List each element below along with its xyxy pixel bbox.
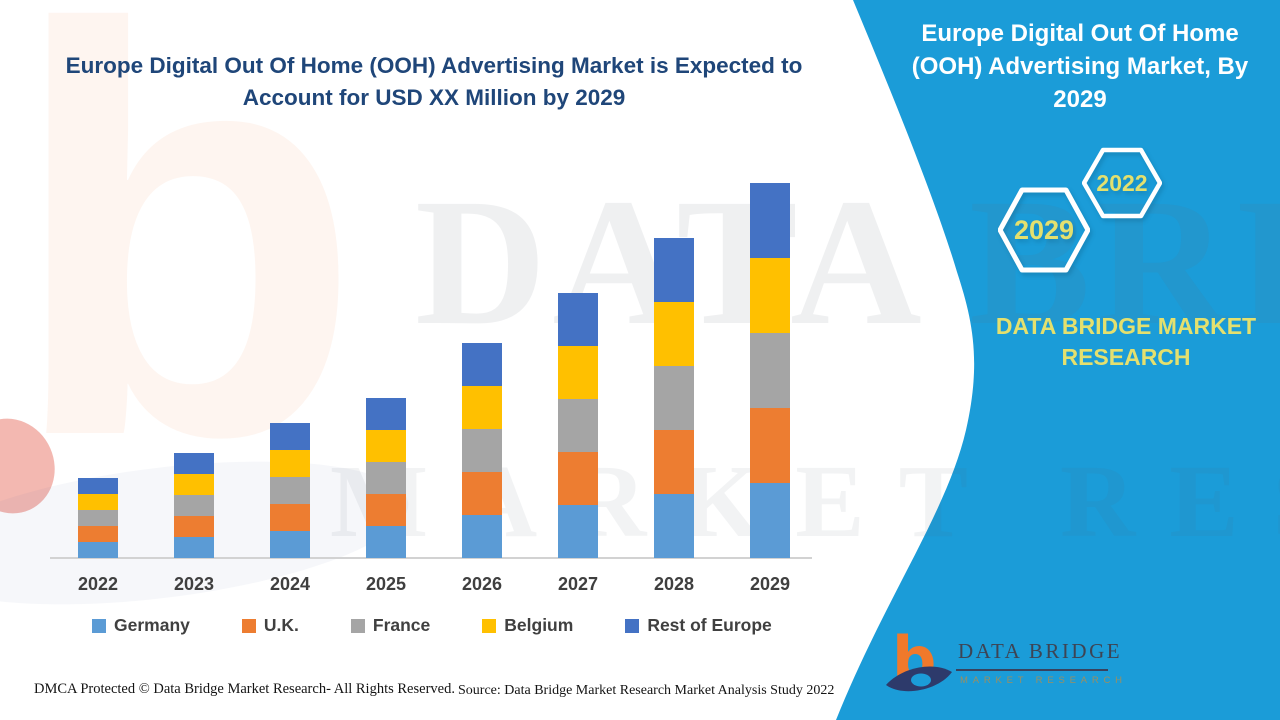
chart-title: Europe Digital Out Of Home (OOH) Adverti… [65, 53, 803, 110]
x-label-2026: 2026 [461, 574, 503, 594]
hexagon-icon [997, 187, 1091, 273]
bar-2025 [366, 398, 406, 558]
bar-2026 [462, 343, 502, 558]
legend-swatch-u-k [241, 618, 256, 633]
segment-2024-france [270, 477, 310, 504]
badge-year-2022: 2022 [1096, 169, 1148, 196]
segment-2024-belgium [270, 450, 310, 477]
segment-2024-germany [270, 531, 310, 558]
source-note: Source: Data Bridge Market Research Mark… [458, 683, 835, 698]
legend-swatch-germany [92, 618, 106, 633]
bar-2029 [750, 183, 790, 558]
segment-2022-rest-of-europe [78, 478, 118, 494]
x-label-2028: 2028 [653, 574, 695, 594]
segment-2028-germany [654, 494, 694, 558]
chart-legend: Germany U.K. France Belgium Rest of Europe [92, 615, 772, 636]
x-label-2022: 2022 [77, 574, 119, 594]
legend-item-rest-of-europe: Rest of Europe [625, 615, 772, 636]
segment-2025-u-k [366, 494, 406, 526]
segment-2027-u-k [558, 452, 598, 505]
legend-label-belgium: Belgium [504, 615, 574, 635]
bar-2028 [654, 238, 694, 558]
hexagon-badge-2022: 2022 [1081, 146, 1163, 220]
segment-2024-rest-of-europe [270, 423, 310, 450]
hexagon-icon [1081, 147, 1163, 219]
data-bridge-logo: b DATA BRIDGE MARKET RESEARCH [884, 627, 1124, 705]
x-label-2023: 2023 [173, 574, 215, 594]
bar-2024 [270, 423, 310, 558]
segment-2022-germany [78, 542, 118, 558]
segment-2029-france [750, 333, 790, 408]
x-label-2025: 2025 [365, 574, 407, 594]
segment-2028-belgium [654, 302, 694, 366]
legend-label-u-k: U.K. [263, 615, 299, 635]
segment-2023-france [174, 495, 214, 516]
legend-swatch-belgium [482, 618, 497, 633]
legend-swatch-rest-of-europe [625, 618, 640, 633]
x-label-2027: 2027 [557, 574, 599, 594]
segment-2023-germany [174, 537, 214, 558]
segment-2025-france [366, 462, 406, 494]
segment-2027-france [558, 399, 598, 452]
segment-2026-germany [462, 515, 502, 558]
data-bridge-logo-icon: b [886, 627, 952, 696]
logo-subtitle: MARKET RESEARCH [960, 675, 1127, 686]
legend-label-germany: Germany [114, 615, 190, 635]
legend-swatch-france [350, 618, 365, 633]
legend-item-belgium: Belgium [482, 615, 573, 636]
segment-2026-belgium [462, 386, 502, 429]
segment-2029-belgium [750, 258, 790, 333]
segment-2026-france [462, 429, 502, 472]
x-axis-line [50, 557, 812, 559]
segment-2022-belgium [78, 494, 118, 510]
segment-2023-rest-of-europe [174, 453, 214, 474]
legend-label-france: France [372, 615, 431, 635]
badge-year-2029: 2029 [1013, 214, 1075, 245]
segment-2025-germany [366, 526, 406, 558]
segment-2028-france [654, 366, 694, 430]
segment-2027-rest-of-europe [558, 293, 598, 346]
segment-2022-france [78, 510, 118, 526]
legend-item-germany: Germany [92, 615, 190, 636]
legend-label-rest-of-europe: Rest of Europe [647, 615, 772, 635]
segment-2022-u-k [78, 526, 118, 542]
bar-2023 [174, 453, 214, 558]
segment-2028-u-k [654, 430, 694, 494]
segment-2029-germany [750, 483, 790, 558]
bar-2022 [78, 478, 118, 558]
segment-2027-germany [558, 505, 598, 558]
segment-2028-rest-of-europe [654, 238, 694, 302]
x-label-2029: 2029 [749, 574, 791, 594]
bar-2027 [558, 293, 598, 558]
segment-2026-rest-of-europe [462, 343, 502, 386]
segment-2023-belgium [174, 474, 214, 495]
hexagon-badge-2029: 2029 [997, 186, 1091, 274]
legend-item-france: France [350, 615, 431, 636]
segment-2026-u-k [462, 472, 502, 515]
segment-2025-rest-of-europe [366, 398, 406, 430]
legend-item-u-k: U.K. [241, 615, 299, 636]
segment-2025-belgium [366, 430, 406, 462]
logo-title: DATA BRIDGE [958, 639, 1123, 663]
x-label-2024: 2024 [269, 574, 311, 594]
brand-text: DATA BRIDGE MARKET RESEARCH [995, 313, 1257, 370]
segment-2029-rest-of-europe [750, 183, 790, 258]
segment-2027-belgium [558, 346, 598, 399]
dmca-notice: DMCA Protected © Data Bridge Market Rese… [34, 681, 455, 697]
segment-2029-u-k [750, 408, 790, 483]
logo-rule [956, 669, 1108, 671]
banner-title: Europe Digital Out Of Home (OOH) Adverti… [911, 20, 1249, 113]
segment-2024-u-k [270, 504, 310, 531]
segment-2023-u-k [174, 516, 214, 537]
